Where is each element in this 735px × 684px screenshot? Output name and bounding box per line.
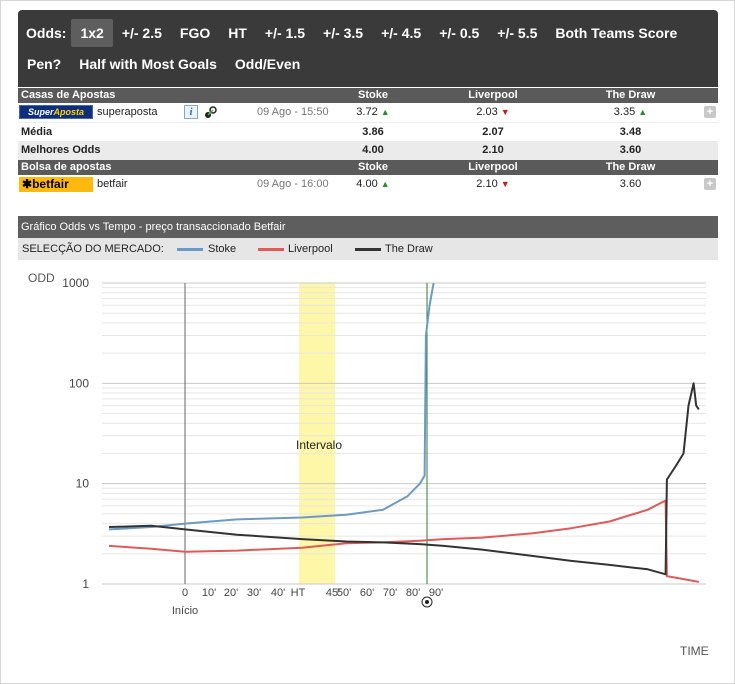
tab-row-1: Odds: 1x2 +/- 2.5 FGO HT +/- 1.5 +/- 3.5… (18, 18, 686, 48)
best-stoke: 4.00 (362, 144, 384, 156)
col-liverpool: Liverpool (468, 161, 518, 173)
tab-ht[interactable]: HT (228, 25, 247, 41)
odd-draw[interactable]: 3.35 ▲ (613, 106, 648, 118)
best-liverpool: 2.10 (482, 144, 504, 156)
exchange-name[interactable]: betfair (97, 178, 128, 190)
col-stoke: Stoke (358, 89, 388, 101)
tab-over-under-5-5[interactable]: +/- 5.5 (497, 25, 538, 41)
best-label: Melhores Odds (21, 144, 101, 156)
arrow-down-icon: ▼ (500, 107, 510, 117)
bookmaker-row: SuperAposta superaposta i 09 Ago - 15:50… (18, 103, 718, 122)
x-tick-label: 0 (182, 587, 188, 599)
expand-button[interactable]: + (704, 106, 716, 118)
x-tick-label: 30' (247, 587, 261, 599)
x-tick-label: 45' (326, 587, 340, 599)
stats-icon[interactable] (204, 105, 218, 119)
tab-both-teams-score[interactable]: Both Teams Score (555, 25, 678, 41)
x-tick-label: 10' (202, 587, 216, 599)
tab-over-under-3-5[interactable]: +/- 3.5 (323, 25, 364, 41)
arrow-up-icon: ▲ (380, 107, 390, 117)
tab-odd-even[interactable]: Odd/Even (234, 56, 301, 72)
y-tick-label: 10 (76, 477, 90, 491)
y-axis-label: ODD (28, 271, 55, 285)
series-line-the-draw (108, 382, 700, 576)
interval-label: Intervalo (296, 438, 342, 452)
x-tick-label: 70' (383, 587, 397, 599)
odds-table: Casas de Apostas Stoke Liverpool The Dra… (18, 88, 718, 194)
exchange-title: Bolsa de apostas (21, 161, 112, 173)
x-tick-label: 20' (224, 587, 238, 599)
exchange-odd-liverpool[interactable]: 2.10 ▼ (476, 178, 510, 190)
tab-row-2: Pen? Half with Most Goals Odd/Even (18, 49, 309, 79)
betfair-logo[interactable]: ✱betfair (19, 177, 93, 192)
arrow-down-icon: ▼ (500, 179, 510, 189)
x-tick-label: 80' (406, 587, 420, 599)
legend-swatch-liverpool (258, 248, 284, 251)
market-selection-bar: SELECÇÃO DO MERCADO: Stoke Liverpool The… (18, 238, 718, 260)
legend-draw[interactable]: The Draw (385, 243, 433, 255)
x-axis-label: TIME (680, 644, 709, 658)
info-icon[interactable]: i (184, 105, 198, 119)
x-tick-label: 50' (337, 587, 351, 599)
tab-over-under-2-5[interactable]: +/- 2.5 (121, 25, 162, 41)
media-stoke: 3.86 (362, 126, 384, 138)
odds-market-tabs: Odds: 1x2 +/- 2.5 FGO HT +/- 1.5 +/- 3.5… (18, 10, 718, 87)
media-liverpool: 2.07 (482, 126, 504, 138)
tab-over-under-0-5[interactable]: +/- 0.5 (439, 25, 480, 41)
exchange-odd-draw[interactable]: 3.60 (619, 178, 642, 190)
media-row: Média 3.86 2.07 3.48 (18, 122, 718, 141)
y-tick-label: 100 (69, 376, 89, 390)
y-tick-label: 1000 (62, 276, 89, 290)
interval-band (299, 283, 335, 584)
start-label: Início (172, 605, 198, 617)
media-draw: 3.48 (619, 126, 642, 138)
legend-swatch-draw (355, 248, 381, 251)
superaposta-logo[interactable]: SuperAposta (19, 105, 93, 119)
tab-fgo[interactable]: FGO (179, 25, 211, 41)
exchange-header: Bolsa de apostas Stoke Liverpool The Dra… (18, 160, 718, 175)
market-label: SELECÇÃO DO MERCADO: (22, 243, 164, 255)
soccer-ball-icon-center (425, 600, 429, 604)
series-line-liverpool (108, 499, 699, 583)
exchange-date: 09 Ago - 16:00 (257, 178, 329, 190)
bookmaker-date: 09 Ago - 15:50 (257, 106, 329, 118)
tab-1x2[interactable]: 1x2 (71, 19, 113, 47)
arrow-up-icon: ▲ (638, 107, 648, 117)
col-stoke: Stoke (358, 161, 388, 173)
best-draw: 3.60 (619, 144, 642, 156)
col-draw: The Draw (605, 161, 656, 173)
x-tick-label: 40' (271, 587, 285, 599)
bookmaker-name[interactable]: superaposta (97, 106, 158, 118)
legend-stoke[interactable]: Stoke (208, 243, 237, 255)
x-tick-label: HT (291, 587, 306, 599)
exchange-row: ✱betfair betfair 09 Ago - 16:00 4.00 ▲ 2… (18, 175, 718, 194)
tab-pen[interactable]: Pen? (27, 56, 62, 72)
col-draw: The Draw (605, 89, 656, 101)
bookmakers-header: Casas de Apostas Stoke Liverpool The Dra… (18, 88, 718, 103)
col-liverpool: Liverpool (468, 89, 518, 101)
expand-button[interactable]: + (704, 178, 716, 190)
tab-half-most-goals[interactable]: Half with Most Goals (79, 56, 217, 72)
odd-liverpool[interactable]: 2.03 ▼ (476, 106, 510, 118)
x-tick-label: 60' (360, 587, 374, 599)
tab-over-under-1-5[interactable]: +/- 1.5 (264, 25, 306, 41)
arrow-up-icon: ▲ (380, 179, 390, 189)
x-tick-label: 90' (429, 587, 443, 599)
legend-liverpool[interactable]: Liverpool (288, 243, 333, 255)
media-label: Média (21, 126, 53, 138)
series-line-stoke (108, 282, 435, 531)
y-tick-label: 1 (82, 577, 89, 591)
exchange-odd-stoke[interactable]: 4.00 ▲ (356, 178, 390, 190)
legend-swatch-stoke (177, 248, 203, 251)
odds-label: Odds: (26, 25, 67, 41)
bookmakers-title: Casas de Apostas (21, 89, 116, 101)
chart-title: Gráfico Odds vs Tempo - preço transaccio… (18, 216, 718, 238)
tab-over-under-4-5[interactable]: +/- 4.5 (381, 25, 422, 41)
odd-stoke[interactable]: 3.72 ▲ (356, 106, 390, 118)
best-odds-row: Melhores Odds 4.00 2.10 3.60 (18, 141, 718, 160)
